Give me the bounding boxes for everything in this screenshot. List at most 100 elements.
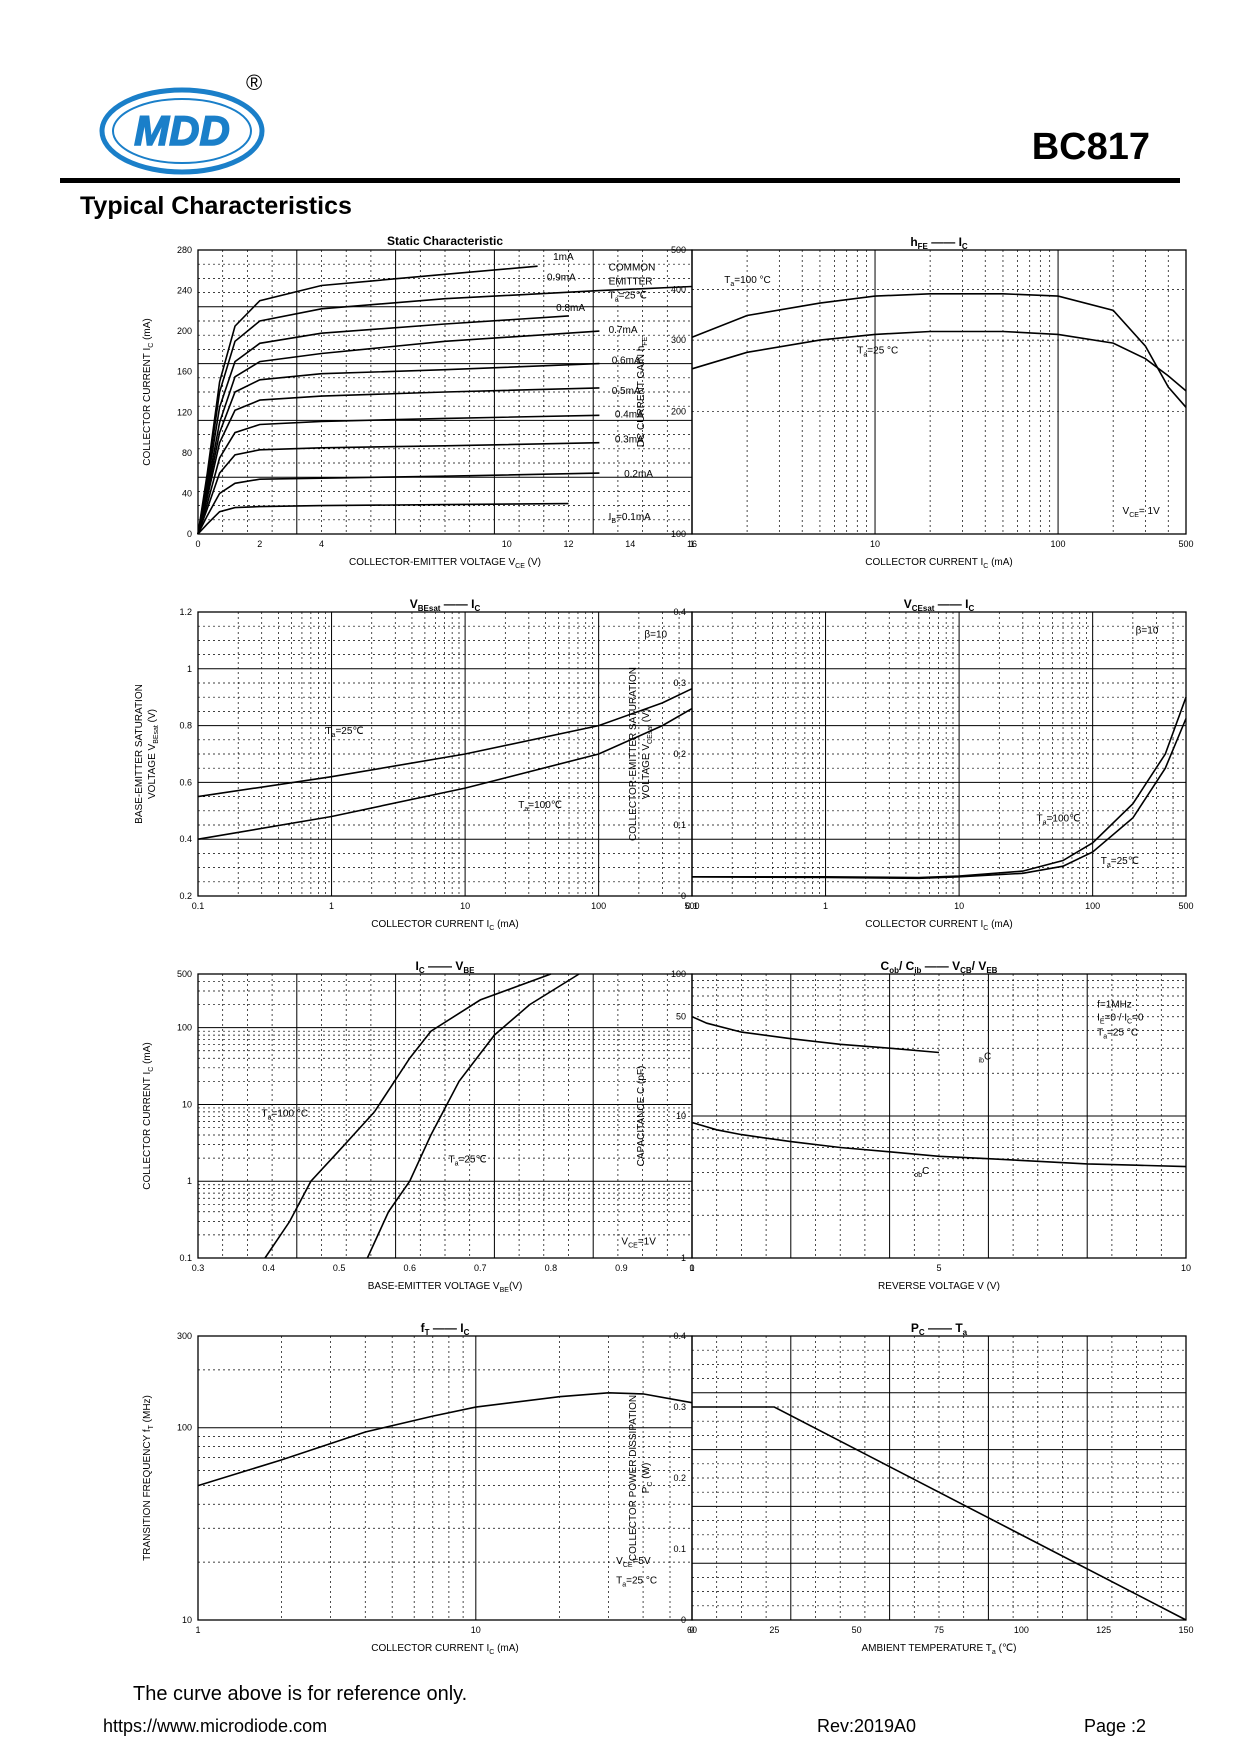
- curve-label: 0.4mA: [615, 409, 644, 420]
- reference-note: The curve above is for reference only.: [133, 1683, 468, 1705]
- chart-title: VCEsat —— IC: [904, 597, 975, 613]
- curve-label: Ta=25 °C: [616, 1575, 657, 1588]
- series-line: [197, 707, 693, 840]
- series-line: [197, 441, 600, 535]
- y-tick-label: 10: [182, 1099, 192, 1109]
- y-tick-label: 50: [676, 1012, 686, 1022]
- y-tick-label: 10: [182, 1615, 192, 1625]
- curve-label: Ta=25℃: [1101, 856, 1139, 869]
- x-tick-label: 75: [934, 1625, 944, 1635]
- y-axis-label-group: CAPACITANCE C (pF): [636, 1066, 647, 1167]
- y-tick-label: 280: [177, 245, 192, 255]
- grid: [692, 1336, 1186, 1620]
- y-tick-label: 0.2: [673, 1473, 686, 1483]
- x-tick-label: 4: [319, 539, 324, 549]
- x-tick-label: 0.7: [474, 1263, 487, 1273]
- curve-label: VCE= 1V: [1123, 506, 1161, 519]
- series-line: [197, 285, 693, 535]
- plot-frame: [691, 973, 1187, 1259]
- x-tick-label: 500: [1178, 901, 1193, 911]
- curve-label: 0.6mA: [612, 356, 641, 367]
- series-line: [197, 687, 693, 798]
- y-tick-label: 1: [187, 1176, 192, 1186]
- x-tick-label: 0.1: [192, 901, 205, 911]
- x-tick-label: 1: [689, 1263, 694, 1273]
- chart-vcesat-vs-ic: 0.1 1 10 100 500 0 0.1 0.2 0.3 0.4 β=10 Ta=100℃ Ta=2…: [614, 596, 1214, 956]
- x-tick-label: 10: [471, 1625, 481, 1635]
- curve-label: EMITTER: [609, 276, 653, 287]
- grid: [198, 612, 692, 896]
- y-axis-label: COLLECTOR CURRENT IC (mA): [142, 318, 155, 466]
- y-tick-label: 200: [177, 326, 192, 336]
- x-tick-label: 1: [823, 901, 828, 911]
- curve-label: 0.3mA: [615, 435, 644, 446]
- x-tick-label: 25: [769, 1625, 779, 1635]
- y-axis-label-group: COLLECTOR CURRENT IC (mA): [142, 1042, 155, 1190]
- chart-static-characteristic: 0 2 4 10 12 14 16 0 40 80 120 160 200 240 280 1mA 0.9mA 0…: [120, 234, 720, 594]
- x-tick-label: 60: [687, 1625, 697, 1635]
- y-tick-label: 0.1: [673, 820, 686, 830]
- x-tick-label: 1: [195, 1625, 200, 1635]
- x-tick-label: 0: [689, 1625, 694, 1635]
- curve-label: Ta=25℃: [449, 1155, 487, 1168]
- y-tick-label: 240: [177, 286, 192, 296]
- series-line: [197, 472, 600, 535]
- x-tick-label: 10: [1181, 1263, 1191, 1273]
- chart-pc-vs-ta: 0 25 50 75 100 125 150 0 0.1 0.2 0.3 0.4 PC —— Ta AMB…: [614, 1320, 1214, 1680]
- x-tick-label: 0.8: [545, 1263, 558, 1273]
- curve-label: 1mA: [553, 252, 574, 263]
- y-tick-label: 1: [681, 1253, 686, 1263]
- curve-label: 0.8mA: [556, 303, 585, 314]
- y-axis-label: COLLECTOR-EMITTER SATURATION: [628, 667, 639, 841]
- y-axis-label-group: COLLECTOR POWER DISSIPATION PC (W): [628, 1395, 654, 1561]
- grid: [198, 1336, 692, 1620]
- x-tick-label: 10: [954, 901, 964, 911]
- x-tick-label: 0: [689, 1263, 694, 1273]
- y-axis-label-group: TRANSITION FREQUENCY fT (MHz): [142, 1395, 155, 1561]
- y-axis-label-2: VOLTAGE VCEsat (V): [641, 709, 654, 799]
- y-tick-label: 1: [187, 664, 192, 674]
- x-tick-label: 0.4: [262, 1263, 275, 1273]
- section-title: Typical Characteristics: [80, 192, 352, 220]
- grid: [198, 250, 692, 534]
- series-line: [197, 414, 600, 535]
- y-tick-label: 0.3: [673, 1402, 686, 1412]
- y-tick-label: 100: [671, 529, 686, 539]
- curve-label: IE=0 / IC=0: [1097, 1013, 1144, 1026]
- logo-text: MDD: [134, 107, 230, 154]
- y-axis-label: COLLECTOR POWER DISSIPATION: [628, 1395, 639, 1561]
- x-tick-label: 10: [502, 539, 512, 549]
- x-tick-label: 10: [870, 539, 880, 549]
- chart-svg: 0 5 10 1 10 50 100 f=1MHz IE=0 / IC=0Ta=25 °C ibC…: [636, 959, 1191, 1292]
- grid: [692, 250, 1186, 534]
- series-line: [197, 387, 600, 535]
- series-line: [366, 973, 580, 1259]
- curve-label: COMMON: [609, 262, 656, 273]
- mdd-logo: MDD: [99, 87, 265, 175]
- chart-svg: 0.3 0.4 0.5 0.6 0.7 0.8 0.9 10.1110100500Ta=100…: [142, 959, 695, 1294]
- y-tick-label: 0: [681, 891, 686, 901]
- chart-title: hFE —— IC: [910, 235, 968, 251]
- chart-title: Cob/ Cib —— VCB/ VEB: [881, 959, 998, 975]
- curve-label: f=1MHz: [1097, 1000, 1132, 1011]
- chart-title: PC —— Ta: [911, 1321, 968, 1337]
- y-axis-label: TRANSITION FREQUENCY fT (MHz): [142, 1395, 155, 1561]
- y-tick-label: 0.2: [179, 891, 192, 901]
- curve-label: Ta=25℃: [609, 291, 647, 304]
- x-tick-label: 150: [1178, 1625, 1193, 1635]
- y-axis-label: COLLECTOR CURRENT IC (mA): [142, 1042, 155, 1190]
- y-tick-label: 0.1: [179, 1253, 192, 1263]
- curve-label: Ta=25℃: [325, 726, 363, 739]
- y-tick-label: 10: [676, 1111, 686, 1121]
- x-tick-label: 0.5: [333, 1263, 346, 1273]
- curve-label: 0.5mA: [612, 386, 641, 397]
- y-tick-label: 0.1: [673, 1544, 686, 1554]
- chart-vbesat-vs-ic: 0.1 1 10 100 500 0.2 0.4 0.6 0.8 1 1.2 β=10 Ta=25℃ Ta…: [120, 596, 720, 956]
- website-link[interactable]: https://www.microdiode.com: [103, 1716, 328, 1736]
- curve-label: obC: [914, 1166, 929, 1179]
- series-line: [197, 330, 600, 535]
- x-axis-label: COLLECTOR CURRENT IC (mA): [865, 919, 1013, 932]
- registered-mark: ®: [246, 70, 263, 95]
- y-axis-label-group: DC CURRENT GAIN hFE: [636, 336, 649, 447]
- curve-label: β=10: [644, 630, 667, 641]
